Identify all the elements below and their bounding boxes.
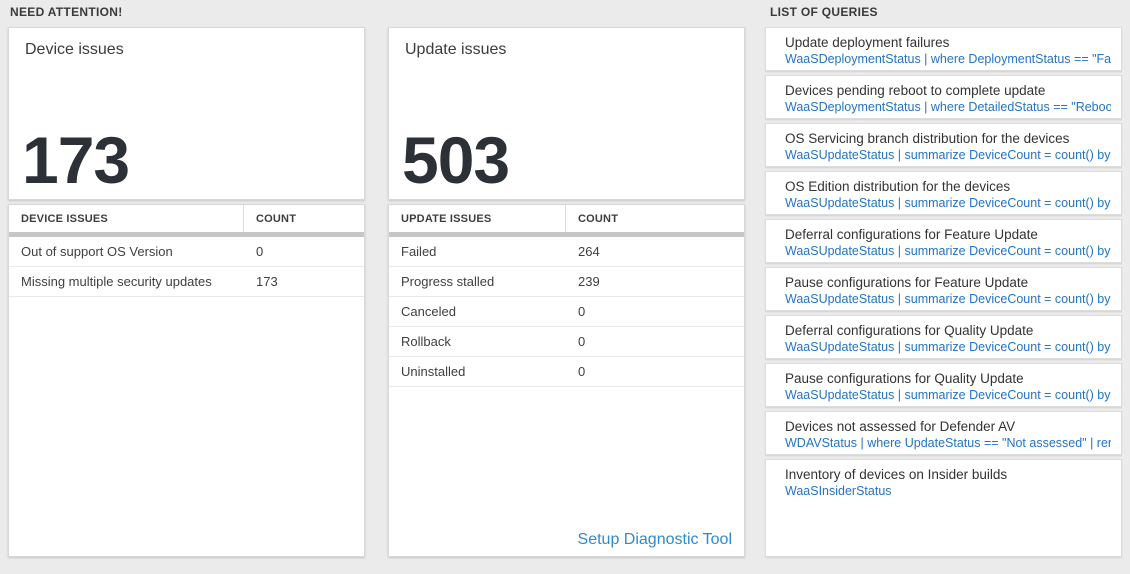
device-issues-table-header: DEVICE ISSUES COUNT (9, 205, 364, 237)
device-issues-tile[interactable]: Device issues 173 (8, 27, 365, 200)
column-header-count: COUNT (578, 212, 619, 225)
query-title: Deferral configurations for Quality Upda… (785, 323, 1034, 338)
table-row[interactable]: Rollback 0 (389, 327, 744, 357)
query-list-item[interactable]: Pause configurations for Feature Update … (765, 267, 1122, 311)
device-issues-table-body: Out of support OS Version 0 Missing mult… (9, 237, 364, 297)
query-list: Update deployment failures WaaSDeploymen… (765, 27, 1122, 557)
query-text: WaaSDeploymentStatus | where DeploymentS… (785, 52, 1111, 66)
update-issues-count: 503 (402, 123, 510, 197)
issue-count: 0 (256, 244, 264, 259)
query-text: WaaSUpdateStatus | summarize DeviceCount… (785, 148, 1111, 162)
update-issues-table-body: Failed 264 Progress stalled 239 Canceled… (389, 237, 744, 387)
query-title: OS Edition distribution for the devices (785, 179, 1011, 194)
table-row[interactable]: Failed 264 (389, 237, 744, 267)
update-issues-title: Update issues (405, 41, 507, 58)
column-header-device-issues: DEVICE ISSUES (9, 205, 244, 232)
issue-label: Canceled (401, 304, 456, 319)
table-row[interactable]: Missing multiple security updates 173 (9, 267, 364, 297)
column-header-count: COUNT (256, 212, 297, 225)
issue-count: 0 (578, 364, 586, 379)
query-list-item[interactable]: Deferral configurations for Quality Upda… (765, 315, 1122, 359)
query-list-item[interactable]: Pause configurations for Quality Update … (765, 363, 1122, 407)
query-text: WaaSUpdateStatus | summarize DeviceCount… (785, 388, 1111, 402)
issue-count: 239 (578, 274, 600, 289)
query-title: Update deployment failures (785, 35, 950, 50)
issue-label: Uninstalled (401, 364, 466, 379)
column-header-update-issues: UPDATE ISSUES (389, 205, 566, 232)
issue-count: 264 (578, 244, 600, 259)
update-issues-tile[interactable]: Update issues 503 (388, 27, 745, 200)
issue-label: Rollback (401, 334, 451, 349)
device-issues-title: Device issues (25, 41, 124, 58)
query-list-item[interactable]: OS Servicing branch distribution for the… (765, 123, 1122, 167)
setup-diagnostic-tool-link[interactable]: Setup Diagnostic Tool (577, 531, 732, 548)
query-list-item[interactable]: Update deployment failures WaaSDeploymen… (765, 27, 1122, 71)
query-list-item[interactable]: Devices not assessed for Defender AV WDA… (765, 411, 1122, 455)
table-row[interactable]: Canceled 0 (389, 297, 744, 327)
device-issues-count: 173 (22, 123, 130, 197)
table-row[interactable]: Out of support OS Version 0 (9, 237, 364, 267)
update-issues-table: UPDATE ISSUES COUNT Failed 264 Progress … (388, 204, 745, 557)
query-title: Devices pending reboot to complete updat… (785, 83, 1046, 98)
issue-label: Out of support OS Version (21, 244, 173, 259)
query-text: WDAVStatus | where UpdateStatus == "Not … (785, 436, 1111, 450)
query-list-item[interactable]: Deferral configurations for Feature Upda… (765, 219, 1122, 263)
query-title: Pause configurations for Quality Update (785, 371, 1024, 386)
query-text: WaaSUpdateStatus | summarize DeviceCount… (785, 340, 1111, 354)
query-title: OS Servicing branch distribution for the… (785, 131, 1070, 146)
query-text: WaaSUpdateStatus | summarize DeviceCount… (785, 244, 1111, 258)
query-list-item[interactable]: Inventory of devices on Insider builds W… (765, 459, 1122, 557)
issue-label: Progress stalled (401, 274, 495, 289)
query-title: Pause configurations for Feature Update (785, 275, 1029, 290)
issue-count: 0 (578, 334, 586, 349)
list-of-queries-section-label: LIST OF QUERIES (770, 5, 878, 19)
issue-label: Missing multiple security updates (21, 274, 212, 289)
query-title: Devices not assessed for Defender AV (785, 419, 1016, 434)
query-title: Inventory of devices on Insider builds (785, 467, 1008, 482)
table-row[interactable]: Uninstalled 0 (389, 357, 744, 387)
query-text: WaaSUpdateStatus | summarize DeviceCount… (785, 292, 1111, 306)
device-issues-table: DEVICE ISSUES COUNT Out of support OS Ve… (8, 204, 365, 557)
query-list-item[interactable]: OS Edition distribution for the devices … (765, 171, 1122, 215)
query-text: WaaSInsiderStatus (785, 484, 892, 498)
issue-count: 0 (578, 304, 586, 319)
issue-count: 173 (256, 274, 278, 289)
query-list-item[interactable]: Devices pending reboot to complete updat… (765, 75, 1122, 119)
update-issues-table-header: UPDATE ISSUES COUNT (389, 205, 744, 237)
query-title: Deferral configurations for Feature Upda… (785, 227, 1038, 242)
issue-label: Failed (401, 244, 437, 259)
need-attention-section-label: NEED ATTENTION! (10, 5, 123, 19)
table-row[interactable]: Progress stalled 239 (389, 267, 744, 297)
query-text: WaaSDeploymentStatus | where DetailedSta… (785, 100, 1111, 114)
query-text: WaaSUpdateStatus | summarize DeviceCount… (785, 196, 1111, 210)
